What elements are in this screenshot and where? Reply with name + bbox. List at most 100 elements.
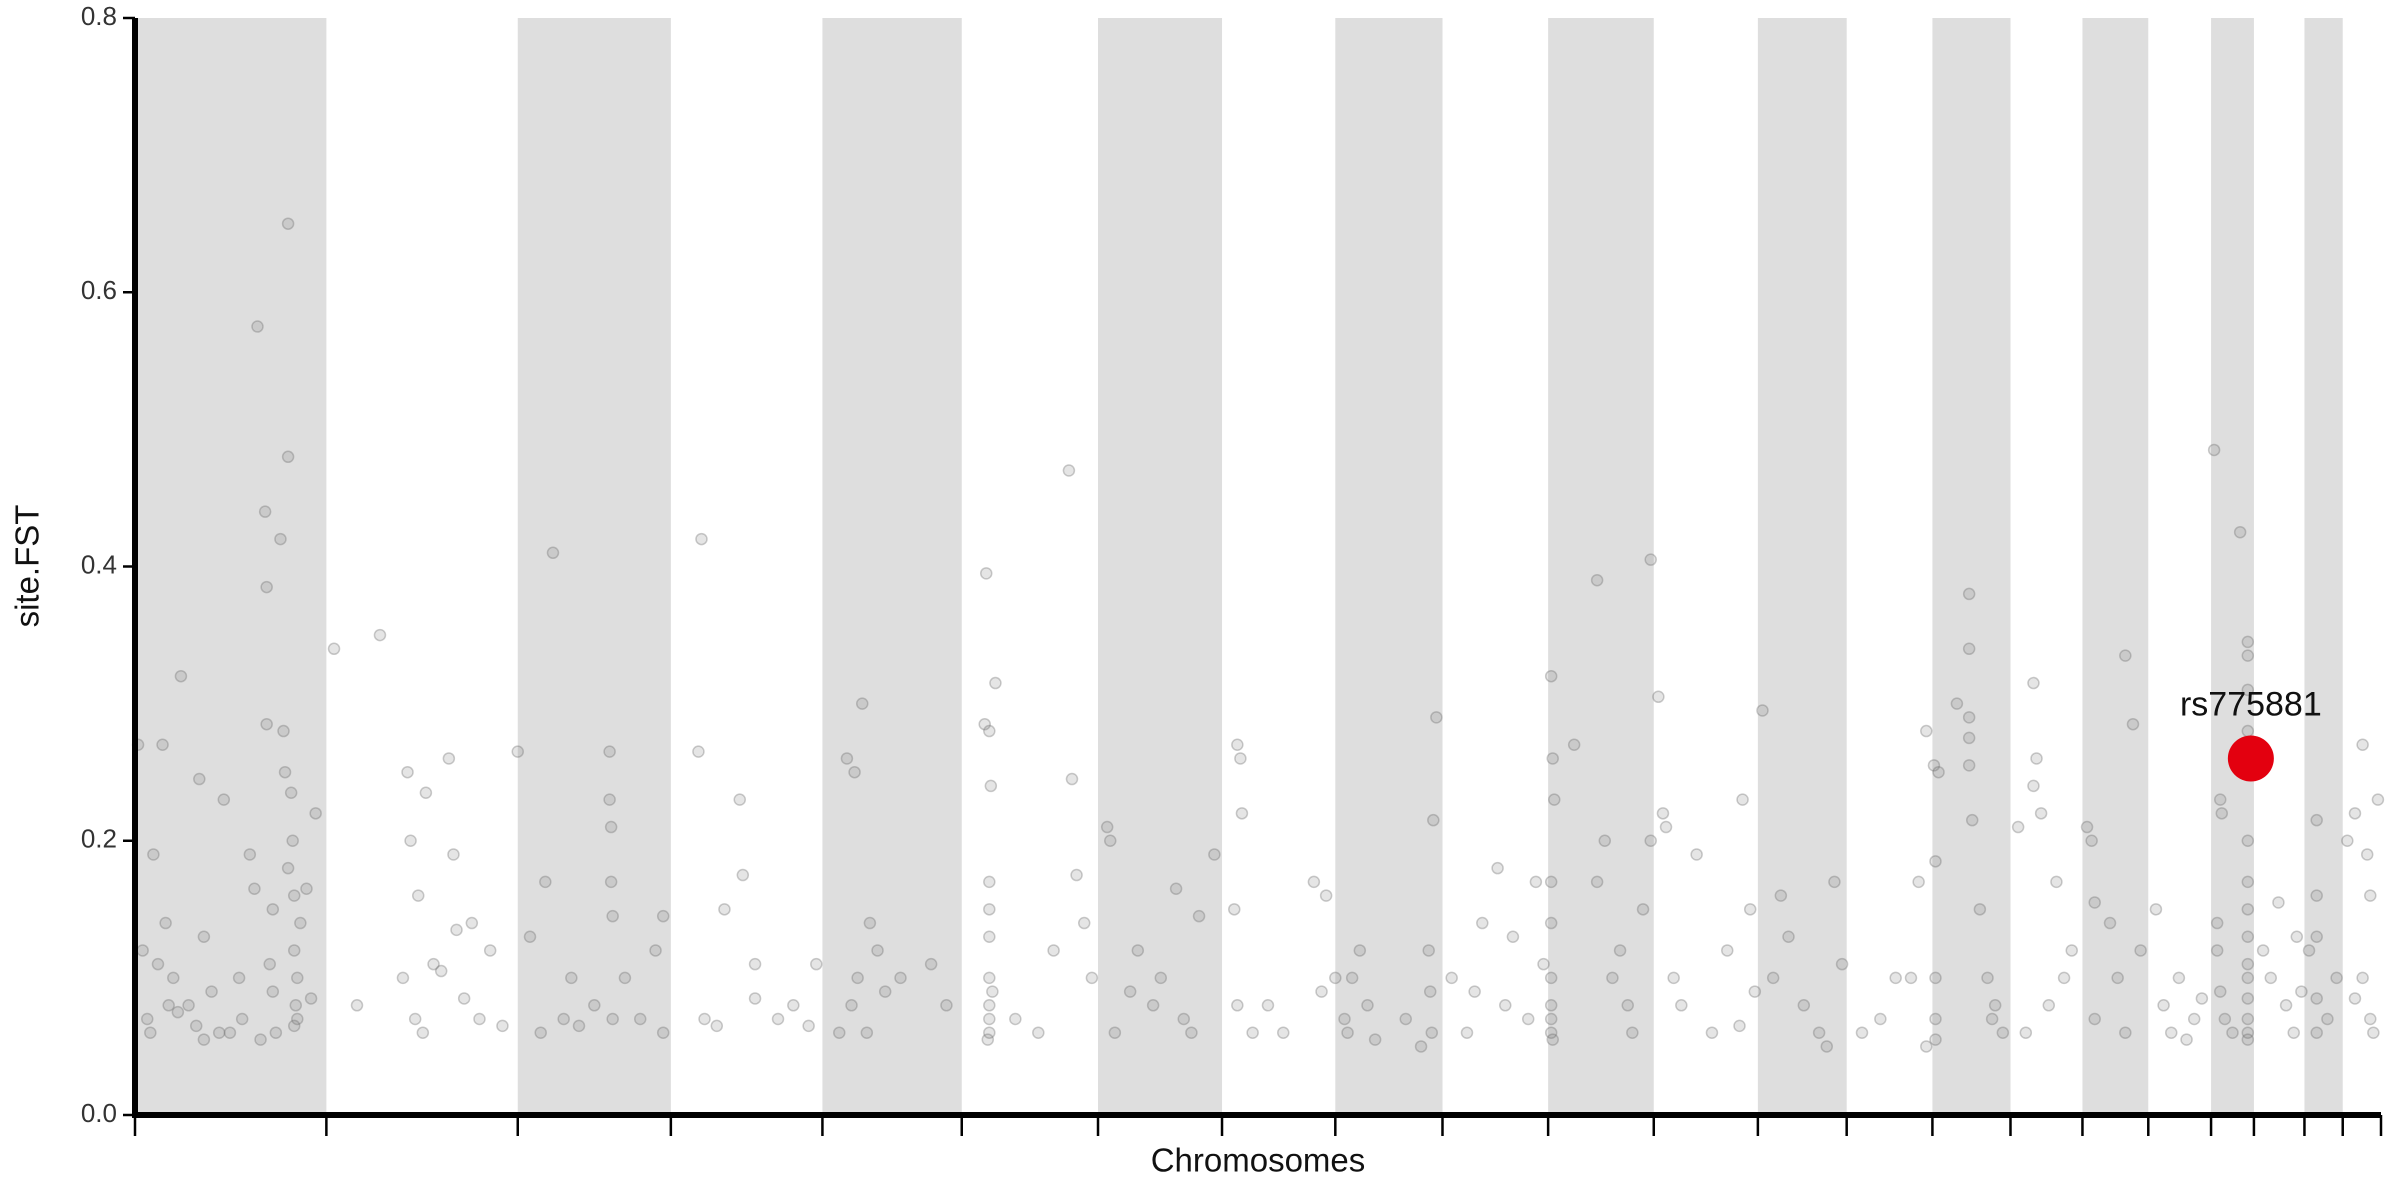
point <box>2241 635 2255 649</box>
point <box>1425 1026 1439 1039</box>
point <box>408 1012 422 1026</box>
point <box>1123 985 1137 998</box>
point <box>840 752 854 765</box>
point <box>2187 1012 2201 1026</box>
point <box>248 882 261 895</box>
point <box>1521 1012 1535 1026</box>
point <box>523 930 537 943</box>
point <box>848 765 861 779</box>
highlight-point <box>2227 735 2274 782</box>
point <box>1606 971 1619 985</box>
point <box>1277 1026 1290 1039</box>
point <box>1231 738 1244 752</box>
point <box>2310 992 2323 1005</box>
point <box>2011 820 2025 834</box>
point <box>1108 1026 1122 1039</box>
point <box>1070 868 1083 882</box>
point <box>1427 813 1440 827</box>
point <box>182 999 195 1012</box>
point <box>845 999 858 1012</box>
chromosome-band <box>1098 18 1223 1115</box>
point <box>217 793 231 806</box>
point <box>1644 834 1657 847</box>
point <box>511 745 525 758</box>
point <box>1636 903 1650 916</box>
point <box>1476 916 1489 930</box>
point <box>1546 1033 1559 1046</box>
point <box>401 765 414 779</box>
point <box>294 916 307 930</box>
point <box>197 1033 211 1046</box>
point <box>1920 724 1933 738</box>
point <box>1185 1026 1198 1039</box>
point <box>1644 553 1657 566</box>
point <box>863 916 877 930</box>
point <box>1544 999 1558 1012</box>
point <box>698 1012 711 1026</box>
point <box>1399 1012 1412 1026</box>
chromosome-band <box>2304 18 2343 1115</box>
point <box>2034 807 2048 820</box>
point <box>1927 759 1941 772</box>
point-label: rs775881 <box>2180 685 2322 723</box>
point <box>1675 999 1688 1012</box>
point <box>2241 957 2255 971</box>
point <box>1234 752 1247 765</box>
chromosome-band <box>135 18 327 1115</box>
point <box>1246 1026 1259 1039</box>
point <box>1544 1026 1558 1039</box>
point <box>2103 916 2117 930</box>
point <box>1621 999 1634 1012</box>
point <box>989 676 1002 690</box>
point <box>416 1026 430 1039</box>
point <box>473 1012 486 1026</box>
point <box>291 971 304 985</box>
point <box>266 903 280 916</box>
point <box>833 1026 846 1039</box>
point <box>1774 889 1788 902</box>
point <box>894 971 907 985</box>
point <box>656 909 670 923</box>
point <box>1529 875 1543 889</box>
point <box>136 944 149 957</box>
point <box>2241 930 2255 943</box>
point <box>1430 711 1443 724</box>
point <box>2360 848 2374 861</box>
chromosome-band <box>2082 18 2149 1115</box>
point <box>2030 752 2043 765</box>
point <box>2241 1026 2255 1039</box>
point <box>2321 1012 2334 1026</box>
point <box>1315 985 1328 998</box>
point <box>534 1026 547 1039</box>
point <box>871 944 884 957</box>
point <box>2241 683 2255 697</box>
point <box>2126 717 2140 731</box>
point <box>243 848 257 861</box>
point <box>2050 875 2063 889</box>
point <box>254 1033 267 1046</box>
point <box>156 738 169 752</box>
point <box>235 1012 249 1026</box>
point <box>1104 834 1117 847</box>
point <box>281 450 295 464</box>
point <box>1546 752 1559 765</box>
point <box>2218 1012 2232 1026</box>
point <box>1667 971 1680 985</box>
point <box>1950 697 1964 710</box>
point <box>1904 971 1918 985</box>
point <box>1690 848 1703 861</box>
point <box>2195 992 2209 1005</box>
point <box>1154 971 1168 985</box>
point <box>189 1019 203 1033</box>
point <box>1319 889 1333 902</box>
point <box>983 999 996 1012</box>
point <box>606 909 619 923</box>
point <box>2233 525 2247 539</box>
point <box>2042 999 2056 1012</box>
point <box>140 1012 154 1026</box>
point <box>260 580 273 594</box>
point <box>2310 813 2323 827</box>
point <box>1146 999 1160 1012</box>
point <box>1782 930 1795 943</box>
point <box>1652 690 1665 704</box>
